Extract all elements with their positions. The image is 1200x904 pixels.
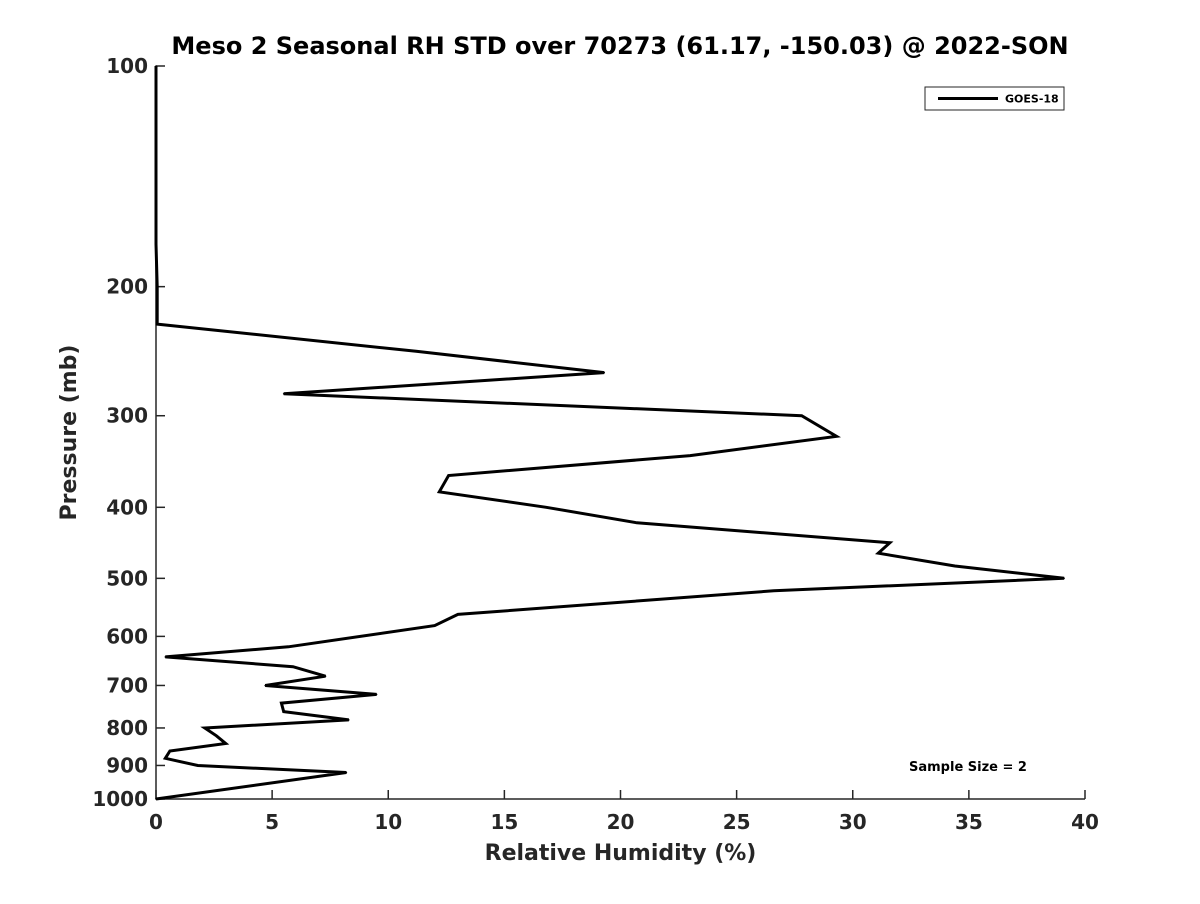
y-tick-label: 400 xyxy=(106,495,148,519)
data-point xyxy=(835,435,838,438)
y-tick-label: 100 xyxy=(106,54,148,78)
y-tick-label: 1000 xyxy=(92,787,148,811)
series-points xyxy=(155,65,1065,800)
data-point xyxy=(292,665,294,668)
data-point xyxy=(280,702,283,704)
data-point xyxy=(447,474,450,477)
legend-label-goes-18: GOES-18 xyxy=(1005,93,1059,106)
data-point xyxy=(773,590,775,592)
data-point xyxy=(375,693,378,696)
data-point xyxy=(636,522,638,524)
chart-title: Meso 2 Seasonal RH STD over 70273 (61.17… xyxy=(171,32,1068,60)
y-axis-ticks: 100 200 300 400 500 600 700 800 900 1000 xyxy=(92,54,165,811)
data-point xyxy=(877,552,880,554)
y-tick-label: 800 xyxy=(106,716,148,740)
x-tick-label: 15 xyxy=(490,810,518,834)
series-line-goes-18 xyxy=(154,66,1065,801)
data-point xyxy=(954,565,956,567)
data-point xyxy=(345,771,348,774)
data-point xyxy=(204,727,206,729)
x-tick-label: 0 xyxy=(149,810,163,834)
y-tick-label: 500 xyxy=(106,566,148,590)
x-tick-label: 35 xyxy=(955,810,983,834)
data-point xyxy=(348,719,350,721)
data-point xyxy=(689,454,691,457)
y-tick-label: 600 xyxy=(106,624,148,648)
x-tick-label: 20 xyxy=(607,810,635,834)
data-point xyxy=(282,710,285,713)
data-point xyxy=(164,656,167,658)
sample-size-annotation: Sample Size = 2 xyxy=(909,760,1027,775)
x-tick-label: 25 xyxy=(723,810,751,834)
x-tick-label: 10 xyxy=(374,810,402,834)
data-point xyxy=(197,764,199,767)
data-point xyxy=(164,757,167,760)
data-point xyxy=(156,323,158,325)
data-point xyxy=(1063,577,1065,580)
x-axis-label: Relative Humidity (%) xyxy=(485,841,757,866)
y-tick-label: 200 xyxy=(106,275,148,299)
data-point xyxy=(155,798,157,800)
data-point xyxy=(889,541,891,544)
data-point xyxy=(155,243,157,245)
legend: GOES-18 xyxy=(924,86,1065,111)
data-point xyxy=(169,750,171,752)
data-point xyxy=(215,735,218,737)
data-point xyxy=(324,675,327,677)
data-point xyxy=(457,613,459,616)
data-point xyxy=(224,742,227,745)
x-tick-label: 30 xyxy=(839,810,867,834)
data-point xyxy=(545,506,547,509)
x-tick-label: 40 xyxy=(1071,810,1099,834)
data-point xyxy=(603,371,605,374)
data-point xyxy=(155,65,157,67)
data-point xyxy=(433,624,436,627)
data-point xyxy=(264,684,267,687)
y-axis-label: Pressure (mb) xyxy=(57,345,82,521)
data-point xyxy=(156,285,158,288)
y-tick-label: 900 xyxy=(106,753,148,777)
series-lines xyxy=(154,66,1065,801)
x-tick-label: 5 xyxy=(265,810,279,834)
x-axis-ticks: 0 5 10 15 20 25 30 35 40 xyxy=(149,790,1099,834)
y-tick-label: 300 xyxy=(106,404,148,428)
data-point xyxy=(438,491,441,493)
data-point xyxy=(800,414,803,417)
y-tick-label: 700 xyxy=(106,673,148,697)
data-point xyxy=(282,393,285,395)
data-point xyxy=(287,646,290,648)
data-point xyxy=(415,350,417,353)
